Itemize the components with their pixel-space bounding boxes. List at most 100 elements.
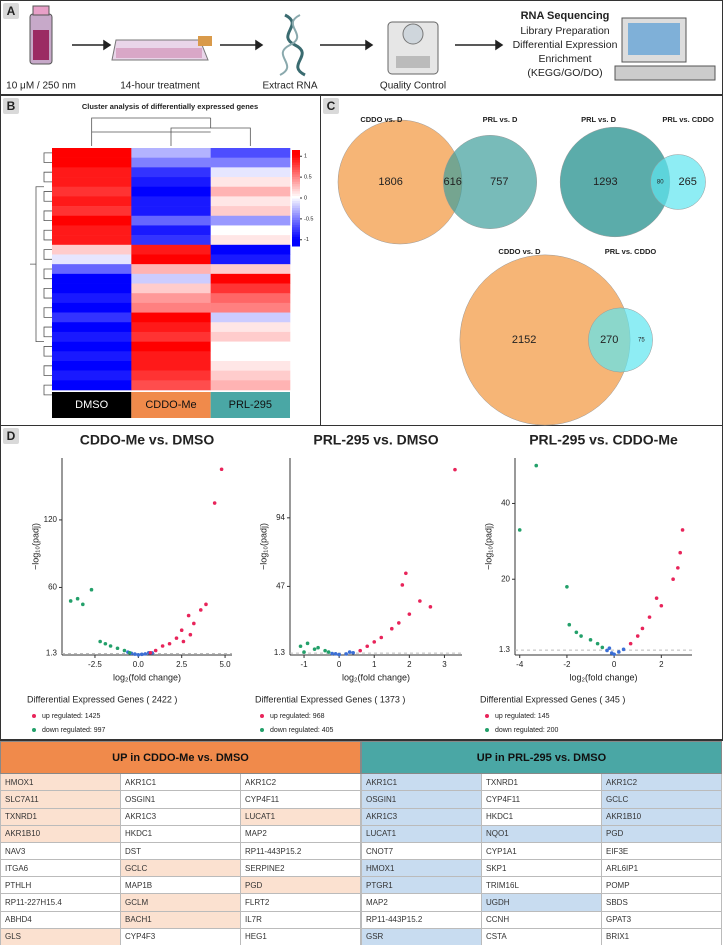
panel-frame bbox=[0, 425, 723, 740]
venn-count: 265 bbox=[679, 176, 697, 188]
heatmap-cell bbox=[210, 293, 291, 304]
data-point bbox=[407, 612, 412, 616]
colorbar-step bbox=[292, 241, 300, 245]
colorbar-step bbox=[292, 181, 300, 185]
data-point bbox=[635, 634, 640, 638]
data-point bbox=[127, 650, 132, 655]
x-tick-label: 0 bbox=[337, 660, 342, 669]
data-point bbox=[617, 650, 621, 654]
data-point bbox=[595, 641, 600, 646]
table-cell: AKR1C1 bbox=[120, 773, 241, 792]
data-point bbox=[517, 528, 522, 532]
data-point bbox=[621, 647, 626, 652]
heatmap-cell bbox=[131, 244, 211, 255]
centrifuge-panel bbox=[396, 56, 430, 68]
table-cell: CYP4F11 bbox=[240, 790, 361, 809]
workflow-step: Quality Control bbox=[380, 81, 446, 92]
heatmap-cell bbox=[52, 264, 132, 275]
data-point bbox=[115, 646, 120, 651]
colorbar-step bbox=[292, 159, 300, 163]
heatmap-cell bbox=[210, 360, 291, 371]
y-tick-label: 60 bbox=[48, 583, 57, 592]
dendrogram-top bbox=[91, 117, 251, 146]
table-cell: GCLC bbox=[120, 859, 241, 878]
heatmap-cell bbox=[52, 196, 132, 207]
venn-count: 616 bbox=[443, 176, 461, 188]
data-point bbox=[397, 621, 401, 625]
data-point bbox=[143, 652, 148, 656]
colorbar-step bbox=[292, 166, 300, 170]
gene-table: UP in CDDO-Me vs. DMSO HMOX1 AKR1C1 AKR1C2 S… bbox=[0, 740, 361, 945]
data-point bbox=[108, 644, 113, 648]
table-cell: RP11-443P15.2 bbox=[240, 841, 361, 861]
colorbar-step bbox=[292, 234, 300, 237]
table-cell: SKP1 bbox=[481, 859, 602, 878]
data-point bbox=[160, 644, 165, 648]
x-tick-label: -2.5 bbox=[88, 660, 102, 669]
centrifuge-lid bbox=[402, 23, 424, 45]
table-cell: LUCAT1 bbox=[240, 807, 361, 826]
heatmap-cell bbox=[52, 148, 132, 158]
data-point bbox=[326, 650, 331, 654]
colorbar-step bbox=[292, 236, 300, 240]
table-cell: ABHD4 bbox=[0, 910, 121, 929]
table-header: UP in CDDO-Me vs. DMSO bbox=[0, 740, 361, 775]
heatmap-cell bbox=[210, 148, 291, 158]
x-tick-label: -2 bbox=[563, 660, 571, 669]
colorbar-step bbox=[292, 171, 300, 175]
colorbar-step bbox=[292, 243, 300, 247]
colorbar-label: 0 bbox=[304, 195, 307, 201]
data-point bbox=[659, 603, 664, 608]
heatmap-cell bbox=[52, 293, 132, 304]
data-point bbox=[574, 630, 579, 635]
table-cell: TXNRD1 bbox=[0, 807, 121, 826]
venn-count: 80 bbox=[657, 180, 664, 186]
heatmap-cell bbox=[210, 225, 291, 236]
workflow-step: Extract RNA bbox=[262, 81, 317, 92]
data-point bbox=[607, 646, 612, 650]
table-cell: GLS bbox=[0, 927, 121, 945]
table-cell: BACH1 bbox=[120, 910, 241, 929]
heatmap-cell bbox=[131, 360, 211, 371]
venn-set-label: PRL vs. D bbox=[581, 115, 616, 124]
table-cell: HEG1 bbox=[240, 927, 361, 945]
x-tick-label: 1 bbox=[372, 660, 377, 669]
x-axis-label: log₂(fold change) bbox=[342, 672, 410, 682]
chart-title: CDDO-Me vs. DMSO bbox=[80, 432, 215, 448]
dish-liquid bbox=[116, 48, 202, 58]
colorbar-step bbox=[292, 195, 300, 199]
heatmap-cell bbox=[52, 322, 132, 333]
x-axis-label: log₂(fold change) bbox=[569, 672, 637, 682]
data-point bbox=[323, 648, 327, 653]
data-point bbox=[640, 626, 645, 631]
data-point bbox=[68, 599, 73, 603]
colorbar-step bbox=[292, 222, 300, 225]
data-point bbox=[628, 641, 633, 646]
table-cell: PGD bbox=[601, 824, 722, 843]
table-cell: NQO1 bbox=[481, 824, 602, 843]
workflow-step: 10 μM / 250 nm bbox=[6, 81, 76, 92]
arrow-head bbox=[255, 39, 264, 51]
rna-icon bbox=[279, 14, 301, 76]
colorbar-label: 1 bbox=[304, 154, 307, 160]
heatmap-cell bbox=[131, 215, 211, 226]
table-header: UP in PRL-295 vs. DMSO bbox=[361, 740, 722, 775]
column-label-box bbox=[210, 392, 290, 418]
heatmap-cell bbox=[131, 157, 211, 168]
x-tick-label: 5.0 bbox=[219, 660, 231, 669]
colorbar-step bbox=[292, 231, 300, 235]
data-point bbox=[219, 467, 224, 472]
computer-keyboard bbox=[614, 65, 716, 81]
data-point bbox=[579, 634, 583, 638]
y-axis-label: −log₁₀(padj) bbox=[483, 523, 493, 570]
table-cell: MAP2 bbox=[361, 893, 482, 912]
workflow-line: Differential Expression bbox=[513, 39, 618, 51]
data-point bbox=[174, 636, 179, 640]
table-cell: GSR bbox=[361, 927, 482, 945]
data-point bbox=[344, 652, 348, 656]
data-point bbox=[379, 635, 384, 640]
table-cell: HMOX1 bbox=[0, 773, 121, 792]
dendrogram bbox=[30, 117, 251, 396]
legend-title: Differential Expressed Genes ( 1373 ) bbox=[255, 694, 405, 704]
